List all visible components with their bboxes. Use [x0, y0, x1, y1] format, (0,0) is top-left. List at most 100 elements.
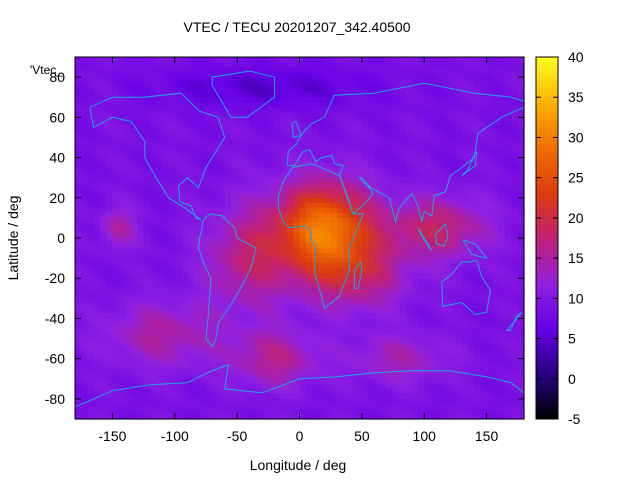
heatmap-cell — [424, 137, 432, 144]
heatmap-cell — [187, 323, 195, 330]
heatmap-cell — [305, 87, 313, 93]
heatmap-cell — [492, 172, 500, 179]
heatmap-cell — [517, 192, 525, 199]
heatmap-cell — [424, 217, 432, 224]
heatmap-cell — [149, 353, 157, 360]
heatmap-cell — [424, 343, 432, 350]
heatmap-cell — [368, 142, 375, 149]
heatmap-cell — [380, 268, 388, 274]
heatmap-cell — [355, 232, 363, 239]
heatmap-cell — [517, 202, 525, 209]
heatmap-cell — [293, 293, 301, 299]
heatmap-cell — [143, 368, 151, 375]
heatmap-cell — [249, 248, 257, 254]
heatmap-cell — [131, 67, 138, 73]
heatmap-cell — [131, 358, 138, 365]
heatmap-cell — [405, 222, 413, 229]
heatmap-cell — [156, 187, 163, 194]
heatmap-cell — [249, 92, 257, 98]
heatmap-cell — [268, 62, 276, 68]
heatmap-cell — [343, 308, 350, 315]
heatmap-cell — [137, 323, 145, 330]
heatmap-cell — [268, 358, 276, 365]
heatmap-cell — [311, 358, 319, 365]
heatmap-cell — [386, 328, 394, 335]
heatmap-cell — [436, 62, 444, 68]
heatmap-cell — [287, 273, 294, 279]
heatmap-cell — [311, 67, 319, 73]
heatmap-cell — [106, 368, 114, 375]
heatmap-cell — [143, 207, 151, 214]
heatmap-cell — [349, 348, 357, 355]
heatmap-cell — [474, 308, 481, 315]
heatmap-cell — [293, 263, 301, 269]
heatmap-cell — [274, 358, 282, 365]
heatmap-cell — [424, 127, 432, 134]
heatmap-cell — [505, 238, 513, 244]
heatmap-cell — [467, 122, 475, 128]
heatmap-cell — [343, 363, 350, 370]
heatmap-cell — [293, 197, 301, 204]
heatmap-cell — [81, 217, 89, 224]
heatmap-cell — [368, 72, 375, 78]
heatmap-cell — [480, 368, 488, 375]
heatmap-cell — [280, 107, 288, 113]
heatmap-cell — [486, 67, 494, 73]
heatmap-cell — [374, 77, 382, 83]
heatmap-cell — [405, 77, 413, 83]
heatmap-cell — [386, 142, 394, 149]
heatmap-cell — [168, 92, 176, 98]
heatmap-cell — [368, 398, 375, 405]
heatmap-cell — [474, 303, 481, 309]
heatmap-cell — [436, 97, 444, 103]
heatmap-cell — [411, 147, 419, 154]
heatmap-cell — [106, 238, 114, 244]
heatmap-cell — [137, 293, 145, 299]
heatmap-cell — [336, 313, 344, 320]
heatmap-cell — [349, 253, 357, 259]
heatmap-cell — [311, 217, 319, 224]
heatmap-cell — [349, 72, 357, 78]
heatmap-cell — [374, 368, 382, 375]
heatmap-cell — [424, 62, 432, 68]
heatmap-cell — [143, 92, 151, 98]
heatmap-cell — [511, 117, 519, 123]
heatmap-cell — [467, 197, 475, 204]
heatmap-cell — [168, 132, 176, 139]
heatmap-cell — [93, 353, 101, 360]
heatmap-cell — [336, 308, 344, 315]
heatmap-cell — [237, 388, 244, 395]
heatmap-cell — [274, 72, 282, 78]
heatmap-cell — [81, 57, 89, 63]
heatmap-cell — [480, 97, 488, 103]
heatmap-cell — [106, 137, 114, 144]
heatmap-cell — [324, 112, 332, 118]
heatmap-cell — [118, 182, 126, 189]
heatmap-cell — [287, 283, 294, 289]
heatmap-cell — [124, 368, 132, 375]
heatmap-cell — [299, 353, 307, 360]
heatmap-cell — [405, 227, 413, 234]
heatmap-cell — [405, 328, 413, 335]
heatmap-cell — [255, 212, 263, 219]
heatmap-cell — [212, 268, 220, 274]
heatmap-cell — [492, 217, 500, 224]
heatmap-cell — [106, 338, 114, 345]
heatmap-cell — [212, 303, 220, 309]
heatmap-cell — [118, 87, 126, 93]
heatmap-cell — [505, 152, 513, 159]
heatmap-cell — [162, 157, 170, 164]
heatmap-cell — [118, 313, 126, 320]
heatmap-cell — [293, 343, 301, 350]
heatmap-cell — [112, 87, 120, 93]
heatmap-cell — [393, 268, 400, 274]
heatmap-cell — [355, 97, 363, 103]
heatmap-cell — [287, 298, 294, 304]
heatmap-cell — [449, 358, 457, 365]
heatmap-cell — [75, 388, 82, 395]
heatmap-cell — [424, 358, 432, 365]
heatmap-cell — [436, 182, 444, 189]
heatmap-cell — [461, 107, 469, 113]
heatmap-cell — [168, 278, 176, 284]
heatmap-cell — [81, 318, 89, 325]
